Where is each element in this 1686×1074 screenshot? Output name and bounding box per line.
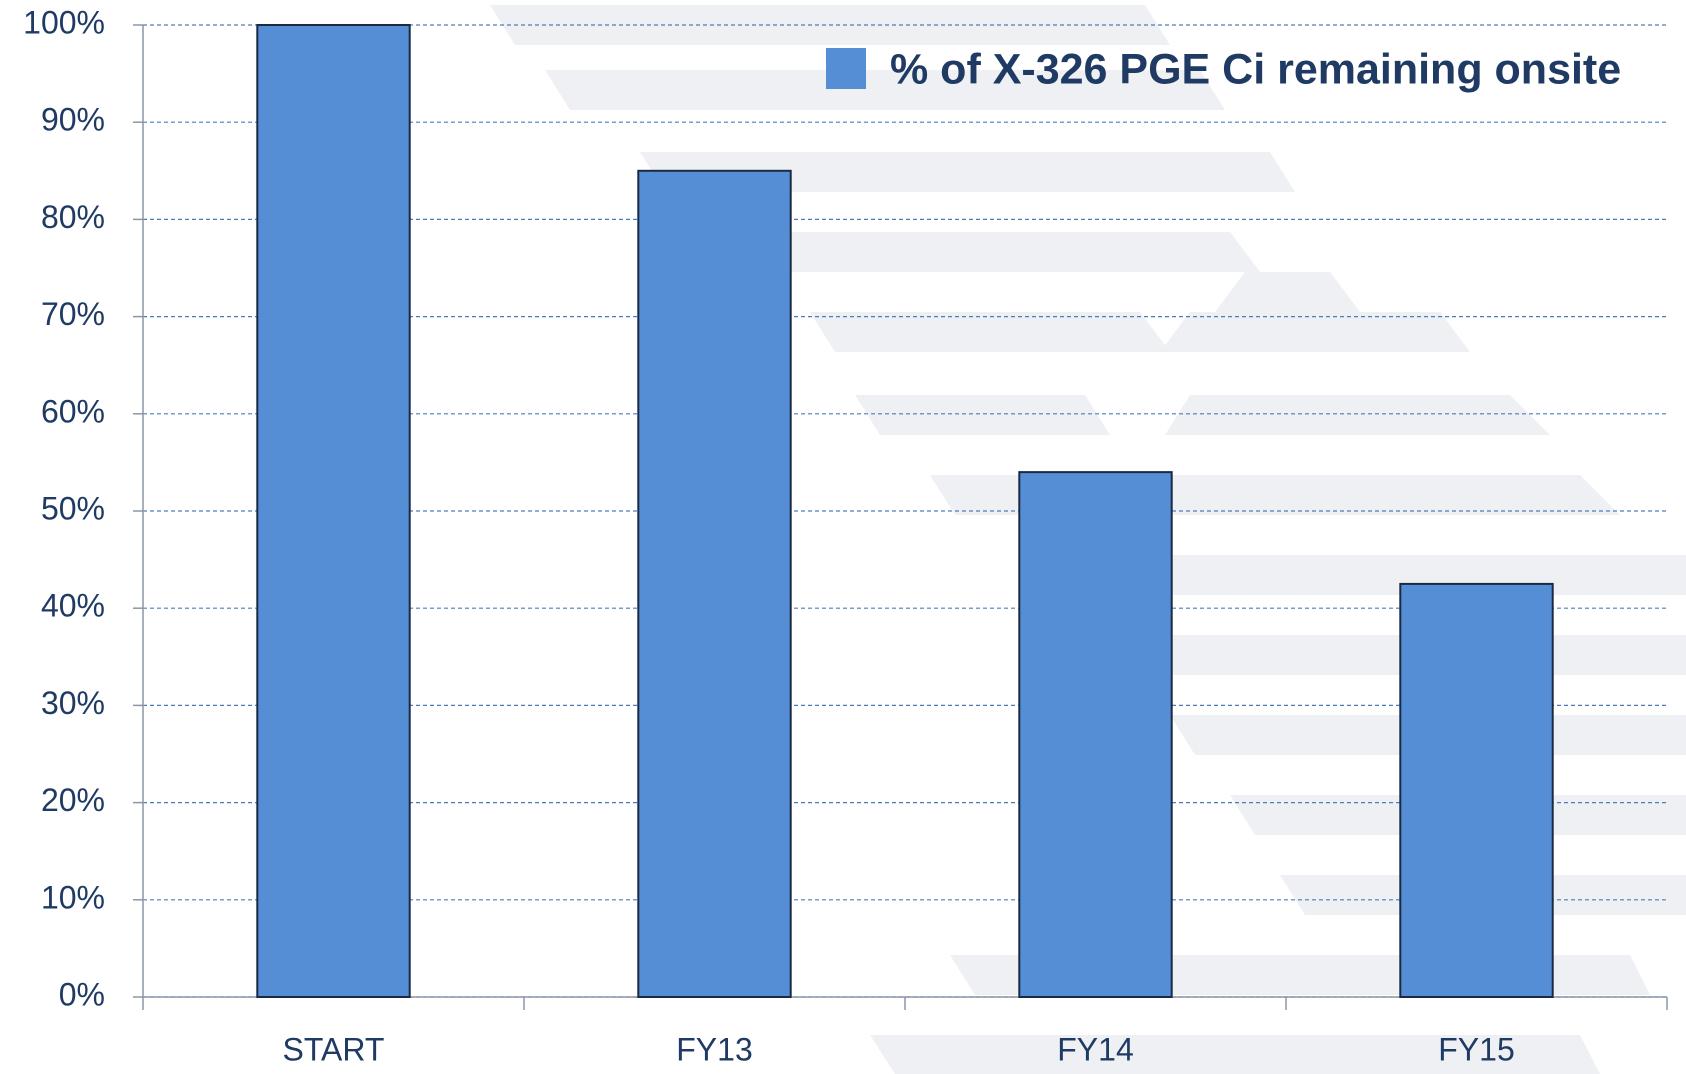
x-tick-label: START (283, 1031, 385, 1067)
bar (1399, 582, 1554, 999)
x-tick-label: FY14 (1057, 1031, 1133, 1067)
y-tick-label: 80% (41, 199, 105, 235)
y-tick-label: 30% (41, 685, 105, 721)
y-tick-label: 60% (41, 393, 105, 429)
y-tick-label: 90% (41, 102, 105, 138)
y-tick-label: 0% (59, 976, 105, 1012)
x-tick-label: FY13 (676, 1031, 752, 1067)
legend-label: % of X-326 PGE Ci remaining onsite (890, 45, 1621, 93)
y-tick-label: 20% (41, 782, 105, 818)
bar (1018, 471, 1173, 998)
x-tick-label: FY15 (1438, 1031, 1514, 1067)
y-tick-label: 100% (23, 4, 105, 40)
y-tick-label: 70% (41, 296, 105, 332)
y-tick-label: 40% (41, 588, 105, 624)
bar (256, 24, 411, 998)
legend-swatch (826, 48, 866, 89)
y-tick-label: 10% (41, 879, 105, 915)
y-tick-label: 50% (41, 490, 105, 526)
bar (637, 169, 792, 999)
